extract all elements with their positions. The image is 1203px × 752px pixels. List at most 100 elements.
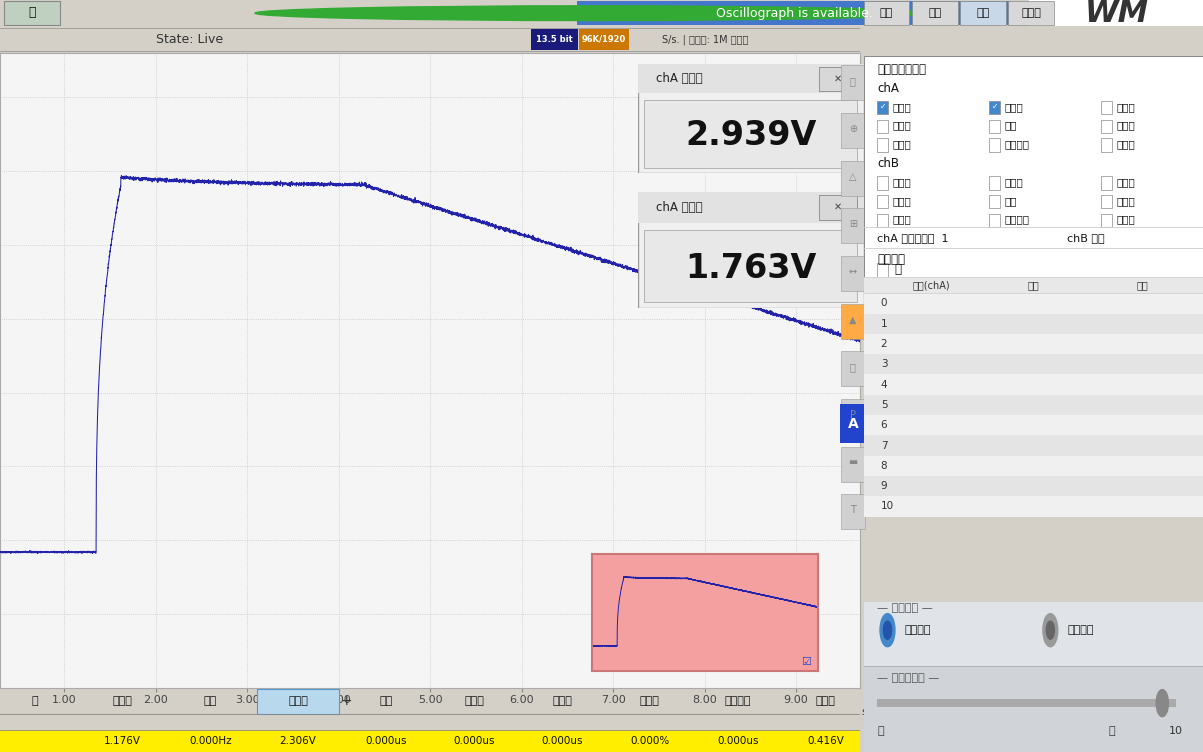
Text: 9: 9 — [881, 481, 888, 491]
Text: 正脉宽: 正脉宽 — [1116, 120, 1136, 131]
Text: 4: 4 — [881, 380, 888, 390]
Text: △: △ — [849, 171, 857, 181]
Bar — [864, 2, 909, 25]
Circle shape — [1043, 614, 1057, 647]
Text: 时刻(chA): 时刻(chA) — [913, 280, 950, 290]
Text: 占空比: 占空比 — [893, 214, 912, 225]
Text: 7: 7 — [881, 441, 888, 450]
Bar — [864, 374, 1203, 395]
Bar — [638, 192, 864, 223]
Bar — [841, 113, 865, 148]
Text: 上升时间: 上升时间 — [1005, 214, 1030, 225]
Text: 0.000us: 0.000us — [454, 735, 494, 746]
Bar — [877, 214, 888, 227]
Text: 0.000us: 0.000us — [717, 735, 759, 746]
Bar — [645, 100, 857, 168]
Text: T: T — [851, 505, 855, 515]
Text: chB 脉冲: chB 脉冲 — [1067, 233, 1104, 244]
Text: 占空比: 占空比 — [640, 696, 659, 706]
Text: 峰峰值: 峰峰值 — [1116, 177, 1136, 187]
Text: 周期: 周期 — [379, 696, 392, 706]
Text: 上升时间: 上升时间 — [1005, 139, 1030, 150]
Text: P: P — [851, 410, 855, 420]
Bar — [841, 399, 865, 434]
Text: 开: 开 — [28, 6, 36, 19]
Text: ✓: ✓ — [991, 102, 998, 111]
Text: ✓: ✓ — [879, 102, 885, 111]
Text: 8: 8 — [881, 461, 888, 471]
Text: 平均值: 平均值 — [893, 196, 912, 206]
Text: 1: 1 — [881, 319, 888, 329]
Bar — [840, 404, 866, 444]
Bar — [818, 67, 857, 91]
Text: ↔: ↔ — [849, 267, 857, 277]
Bar — [864, 666, 1203, 752]
Text: 3: 3 — [881, 359, 888, 369]
Text: 13.5 bit: 13.5 bit — [535, 35, 573, 44]
Circle shape — [881, 614, 895, 647]
Bar — [989, 176, 1000, 190]
Text: 0.416V: 0.416V — [807, 735, 845, 746]
Text: 0.000Hz: 0.000Hz — [189, 735, 231, 746]
Bar — [841, 447, 865, 481]
Bar — [841, 351, 865, 387]
Bar — [864, 56, 1203, 474]
Text: 平均值: 平均值 — [289, 696, 308, 706]
Text: 0.000us: 0.000us — [541, 735, 582, 746]
Bar — [877, 138, 888, 152]
Text: 1.176V: 1.176V — [103, 735, 141, 746]
Text: 有效值: 有效值 — [1116, 214, 1136, 225]
Text: — 波形刷新率 —: — 波形刷新率 — — [877, 673, 940, 684]
Text: 最大值: 最大值 — [893, 102, 912, 112]
Bar — [989, 120, 1000, 133]
Text: ▬: ▬ — [848, 457, 858, 468]
Bar — [645, 230, 857, 302]
Text: 2.939V: 2.939V — [685, 119, 817, 152]
Text: 0: 0 — [881, 299, 888, 308]
Text: 上升时间: 上升时间 — [724, 696, 751, 706]
Bar — [577, 2, 1011, 25]
Bar — [864, 476, 1203, 496]
Bar — [960, 2, 1006, 25]
Bar — [0, 729, 860, 752]
Bar — [864, 354, 1203, 374]
Text: 6: 6 — [881, 420, 888, 430]
Bar — [864, 602, 1203, 752]
Bar — [989, 138, 1000, 152]
Text: 值: 值 — [31, 696, 37, 706]
Text: 间隔: 间隔 — [1027, 280, 1039, 290]
Text: Oscillograph is available.: Oscillograph is available. — [716, 7, 872, 20]
Text: 最小值: 最小值 — [1005, 102, 1024, 112]
Text: ☑: ☑ — [801, 657, 811, 667]
Bar — [1101, 195, 1112, 208]
Bar — [864, 277, 1203, 293]
Text: 低: 低 — [877, 726, 884, 736]
Text: 0.000%: 0.000% — [630, 735, 670, 746]
Bar — [989, 101, 1000, 114]
Text: 负脉宽: 负脉宽 — [552, 696, 571, 706]
Bar — [841, 161, 865, 196]
Bar — [638, 64, 864, 93]
Text: 频率: 频率 — [203, 696, 217, 706]
Bar — [864, 334, 1203, 354]
Text: ✕: ✕ — [834, 202, 842, 212]
Text: ⊕: ⊕ — [849, 124, 857, 134]
Text: S/s. | 缓冲区: 1M 每通道: S/s. | 缓冲区: 1M 每通道 — [662, 35, 748, 44]
Bar — [531, 29, 577, 50]
Bar — [1101, 101, 1112, 114]
Text: 解码: 解码 — [928, 8, 942, 17]
Text: A: A — [848, 417, 858, 431]
Text: 开: 开 — [894, 263, 901, 277]
Text: State: Live: State: Live — [155, 33, 223, 46]
Bar — [912, 2, 958, 25]
Text: 正脉宽: 正脉宽 — [464, 696, 484, 706]
Text: 周期: 周期 — [1005, 196, 1017, 206]
Text: chB: chB — [877, 157, 900, 171]
Bar — [877, 120, 888, 133]
Circle shape — [255, 6, 929, 20]
Bar — [877, 699, 1175, 707]
Text: 最小值: 最小值 — [1005, 177, 1024, 187]
Text: 对比图: 对比图 — [1021, 8, 1041, 17]
Text: 时刻: 时刻 — [1136, 280, 1148, 290]
Bar — [1101, 120, 1112, 133]
